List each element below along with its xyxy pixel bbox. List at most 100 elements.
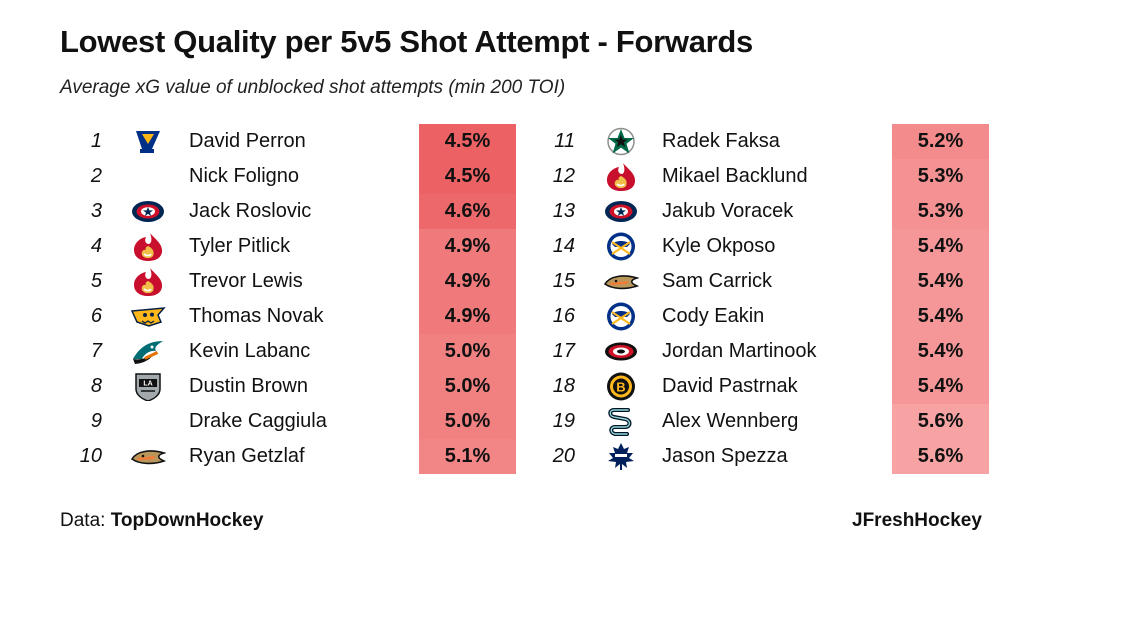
xg-value-cell: 4.9% [419, 299, 516, 334]
flames-icon [130, 232, 166, 261]
table-row: 19 Alex Wennberg 5.6% [533, 404, 1003, 439]
xg-value-cell: 5.6% [892, 404, 989, 439]
table-row: 18 B David Pastrnak 5.4% [533, 369, 1003, 404]
xg-value-cell: 5.3% [892, 159, 989, 194]
player-name: Radek Faksa [662, 130, 780, 152]
rank-label: 8 [90, 375, 102, 397]
player-name: Cody Eakin [662, 305, 765, 327]
player-name: Tyler Pitlick [189, 235, 291, 257]
hurricanes-icon [603, 337, 639, 366]
xg-value-cell: 4.9% [419, 264, 516, 299]
player-name: Kyle Okposo [662, 235, 776, 257]
player-name: Trevor Lewis [189, 270, 303, 292]
source-name: TopDownHockey [110, 510, 264, 531]
xg-value-cell: 5.0% [419, 369, 516, 404]
xg-value-cell: 5.0% [419, 404, 516, 439]
table-row: 11 Radek Faksa 5.2% [533, 124, 1003, 159]
blues-note-icon [130, 127, 166, 156]
flames-icon [130, 267, 166, 296]
player-name: Jack Roslovic [189, 200, 312, 222]
stars-icon [603, 127, 639, 156]
table-row: 20 Jason Spezza 5.6% [533, 439, 1003, 474]
source-label: Data: [60, 510, 106, 531]
xg-value-cell: 5.4% [892, 299, 989, 334]
table-row: 15 Sam Carrick 5.4% [533, 264, 1003, 299]
xg-value-cell: 5.4% [892, 229, 989, 264]
table-row: 6 Thomas Novak 4.9% [60, 299, 530, 334]
xg-value-cell: 5.4% [892, 264, 989, 299]
player-name: Kevin Labanc [189, 340, 311, 362]
table-row: 16 Cody Eakin 5.4% [533, 299, 1003, 334]
xg-value-cell: 4.9% [419, 229, 516, 264]
flames-icon [603, 162, 639, 191]
rank-label: 10 [79, 445, 102, 467]
xg-value-cell: 4.6% [419, 194, 516, 229]
rank-label: 7 [90, 340, 102, 362]
player-name: Alex Wennberg [662, 410, 799, 432]
table-row: 4 Tyler Pitlick 4.9% [60, 229, 530, 264]
rank-label: 17 [552, 340, 575, 362]
player-name: Nick Foligno [189, 165, 300, 187]
xg-value-cell: 4.5% [419, 124, 516, 159]
predators-icon [130, 302, 166, 331]
table-left: 1 David Perron 4.5% 2 Nick Foligno 4.5% 3 Jack … [60, 124, 530, 474]
xg-value-cell: 5.4% [892, 334, 989, 369]
table-row: 12 Mikael Backlund 5.3% [533, 159, 1003, 194]
player-name: Ryan Getzlaf [189, 445, 305, 467]
rank-label: 18 [552, 375, 575, 397]
player-name: David Perron [189, 130, 306, 152]
svg-text:B: B [616, 380, 625, 395]
player-name: David Pastrnak [662, 375, 798, 397]
player-name: Dustin Brown [189, 375, 308, 397]
credit: JFreshHockey [852, 510, 982, 531]
player-name: Mikael Backlund [662, 165, 808, 187]
table-row: 17 Jordan Martinook 5.4% [533, 334, 1003, 369]
rank-label: 20 [552, 445, 575, 467]
xg-value-cell: 5.4% [892, 369, 989, 404]
kings-shield-icon: LA [130, 372, 166, 401]
xg-value-cell: 5.6% [892, 439, 989, 474]
sabres-icon [603, 232, 639, 261]
rank-label: 11 [554, 130, 575, 152]
data-source: Data: TopDownHockey [60, 510, 263, 532]
rank-label: 16 [552, 305, 575, 327]
player-name: Sam Carrick [662, 270, 773, 292]
rank-label: 12 [552, 165, 575, 187]
table-row: 9 Drake Caggiula 5.0% [60, 404, 530, 439]
svg-text:LA: LA [143, 381, 152, 388]
rank-label: 19 [552, 410, 575, 432]
table-row: 5 Trevor Lewis 4.9% [60, 264, 530, 299]
bruins-icon: B [603, 372, 639, 401]
xg-value-cell: 5.1% [419, 439, 516, 474]
xg-value-cell: 5.0% [419, 334, 516, 369]
ducks-icon [130, 442, 166, 471]
rank-label: 4 [90, 235, 102, 257]
table-row: 8 LA Dustin Brown 5.0% [60, 369, 530, 404]
rank-label: 2 [90, 165, 102, 187]
blue-jackets-icon [130, 197, 166, 226]
table-right: 11 Radek Faksa 5.2% 12 Mikael Backlund 5.3% 13… [533, 124, 1003, 474]
rank-label: 5 [90, 270, 102, 292]
table-row: 3 Jack Roslovic 4.6% [60, 194, 530, 229]
player-name: Thomas Novak [189, 305, 324, 327]
table-row: 13 Jakub Voracek 5.3% [533, 194, 1003, 229]
xg-value-cell: 5.2% [892, 124, 989, 159]
page-title: Lowest Quality per 5v5 Shot Attempt - Fo… [60, 24, 753, 59]
maple-leafs-icon [603, 442, 639, 471]
table-row: 2 Nick Foligno 4.5% [60, 159, 530, 194]
xg-value-cell: 4.5% [419, 159, 516, 194]
rank-label: 13 [552, 200, 575, 222]
blue-jackets-icon [603, 197, 639, 226]
table-row: 10 Ryan Getzlaf 5.1% [60, 439, 530, 474]
player-name: Jason Spezza [662, 445, 788, 467]
player-name: Jordan Martinook [662, 340, 817, 362]
table-row: 1 David Perron 4.5% [60, 124, 530, 159]
rank-label: 15 [552, 270, 575, 292]
table-row: 14 Kyle Okposo 5.4% [533, 229, 1003, 264]
sabres-icon [603, 302, 639, 331]
rank-label: 6 [90, 305, 102, 327]
player-name: Drake Caggiula [189, 410, 327, 432]
rank-label: 1 [90, 130, 102, 152]
rank-label: 3 [90, 200, 102, 222]
xg-value-cell: 5.3% [892, 194, 989, 229]
